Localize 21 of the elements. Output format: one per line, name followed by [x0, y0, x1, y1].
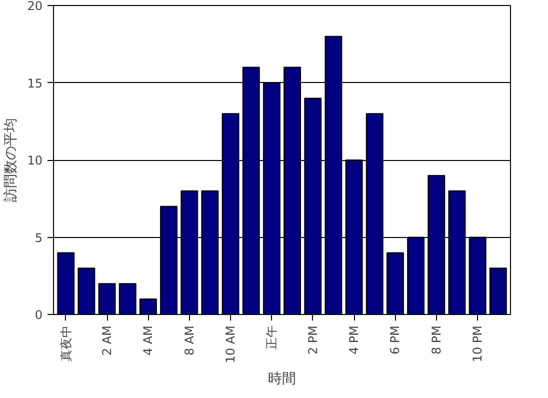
x-tick-label: 4 AM	[141, 325, 156, 356]
bar	[118, 283, 136, 314]
x-tick-label: 8 AM	[182, 325, 196, 356]
x-tick-label: 真夜中	[58, 326, 73, 362]
x-tick-label: 2 AM	[100, 325, 114, 356]
y-tick-label: 0	[34, 308, 43, 322]
x-tick-label: 2 PM	[306, 325, 320, 355]
x-tick-label: 6 PM	[388, 325, 402, 355]
x-tick-label: 10 AM	[224, 325, 238, 364]
bar	[78, 268, 96, 314]
y-axis-title: 訪問数の平均	[3, 118, 20, 202]
x-tick-label: 正午	[264, 326, 279, 350]
y-tick-label: 5	[34, 230, 43, 245]
x-axis-title: 時間	[268, 371, 296, 388]
x-tick-label: 10 PM	[470, 325, 485, 362]
x-tick-label: 4 PM	[347, 325, 362, 355]
bar	[489, 268, 507, 314]
y-tick-label: 15	[27, 76, 43, 90]
x-tick-label: 8 PM	[429, 325, 444, 355]
y-tick-label: 10	[27, 154, 43, 168]
y-tick-label: 20	[27, 0, 43, 13]
